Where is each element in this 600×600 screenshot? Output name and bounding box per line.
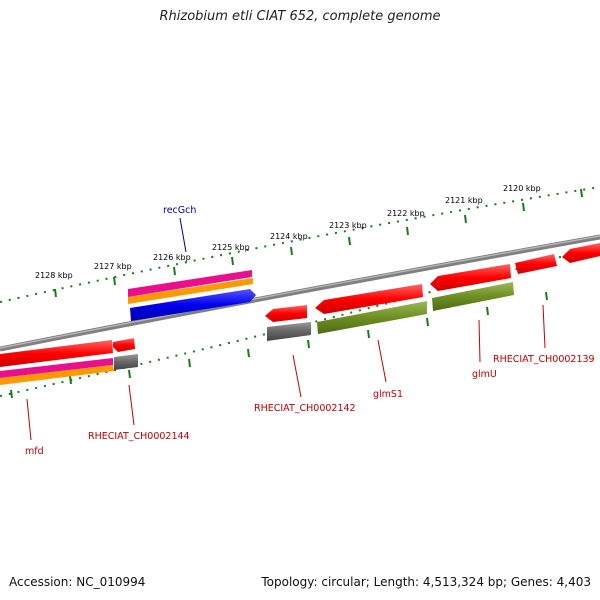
outer-tick-ring <box>0 186 600 303</box>
genome-summary-text: Topology: circular; Length: 4,513,324 bp… <box>261 575 591 589</box>
gene-bar-glmu[interactable] <box>432 282 514 311</box>
gene-label-ch0002144: RHECIAT_CH0002144 <box>88 431 190 442</box>
gene-bar-glms1[interactable] <box>317 301 427 334</box>
gene-arrow-ch0002139[interactable] <box>515 254 557 274</box>
gene-arrow-mfd-red[interactable] <box>0 340 113 367</box>
gene-label-glmu: glmU <box>472 369 497 380</box>
gene-label-mfd: mfd <box>25 446 44 457</box>
gene-arrow-glms1-red[interactable] <box>315 284 423 314</box>
gene-band-orange-recg[interactable] <box>128 278 253 304</box>
kbp-label: 2128 kbp <box>35 271 73 280</box>
accession-text: Accession: NC_010994 <box>9 575 146 589</box>
gene-labels: recGch mfd RHECIAT_CH0002144 RHECIAT_CH0… <box>25 205 595 457</box>
kbp-major-ticks <box>10 188 583 399</box>
gene-label-glms1: glmS1 <box>373 389 403 400</box>
genome-backbone <box>0 234 600 352</box>
gene-label-recgch: recGch <box>163 205 196 216</box>
kbp-label: 2120 kbp <box>503 184 541 193</box>
gene-band-magenta[interactable] <box>0 358 113 378</box>
gene-band-magenta-recg[interactable] <box>128 270 252 297</box>
gene-arrow-recgch[interactable] <box>130 289 256 321</box>
gene-band-orange[interactable] <box>0 365 114 385</box>
gene-label-ch0002139: RHECIAT_CH0002139 <box>493 354 595 365</box>
kbp-labels: 2128 kbp 2127 kbp 2126 kbp 2125 kbp 2124… <box>35 184 541 280</box>
kbp-label: 2122 kbp <box>387 209 425 218</box>
gene-arrow-right-edge[interactable] <box>562 243 600 263</box>
gene-arrow-glmu-red[interactable] <box>430 264 511 291</box>
kbp-label: 2126 kbp <box>153 253 191 262</box>
gene-arrow-ch0002144[interactable] <box>114 354 138 370</box>
kbp-label: 2127 kbp <box>94 262 132 271</box>
gene-bar-ch0002142[interactable] <box>267 322 311 341</box>
gene-label-ch0002142: RHECIAT_CH0002142 <box>254 403 356 414</box>
kbp-label: 2124 kbp <box>270 232 308 241</box>
kbp-label: 2123 kbp <box>329 221 367 230</box>
inner-tick-ring <box>0 245 600 397</box>
gene-arrow-ch0002142[interactable] <box>265 305 307 322</box>
label-connectors <box>26 217 546 441</box>
kbp-label: 2125 kbp <box>212 243 250 252</box>
kbp-label: 2121 kbp <box>445 196 483 205</box>
gene-arrow-small-red[interactable] <box>113 338 135 352</box>
map-title: Rhizobium etli CIAT 652, complete genome <box>159 9 441 24</box>
